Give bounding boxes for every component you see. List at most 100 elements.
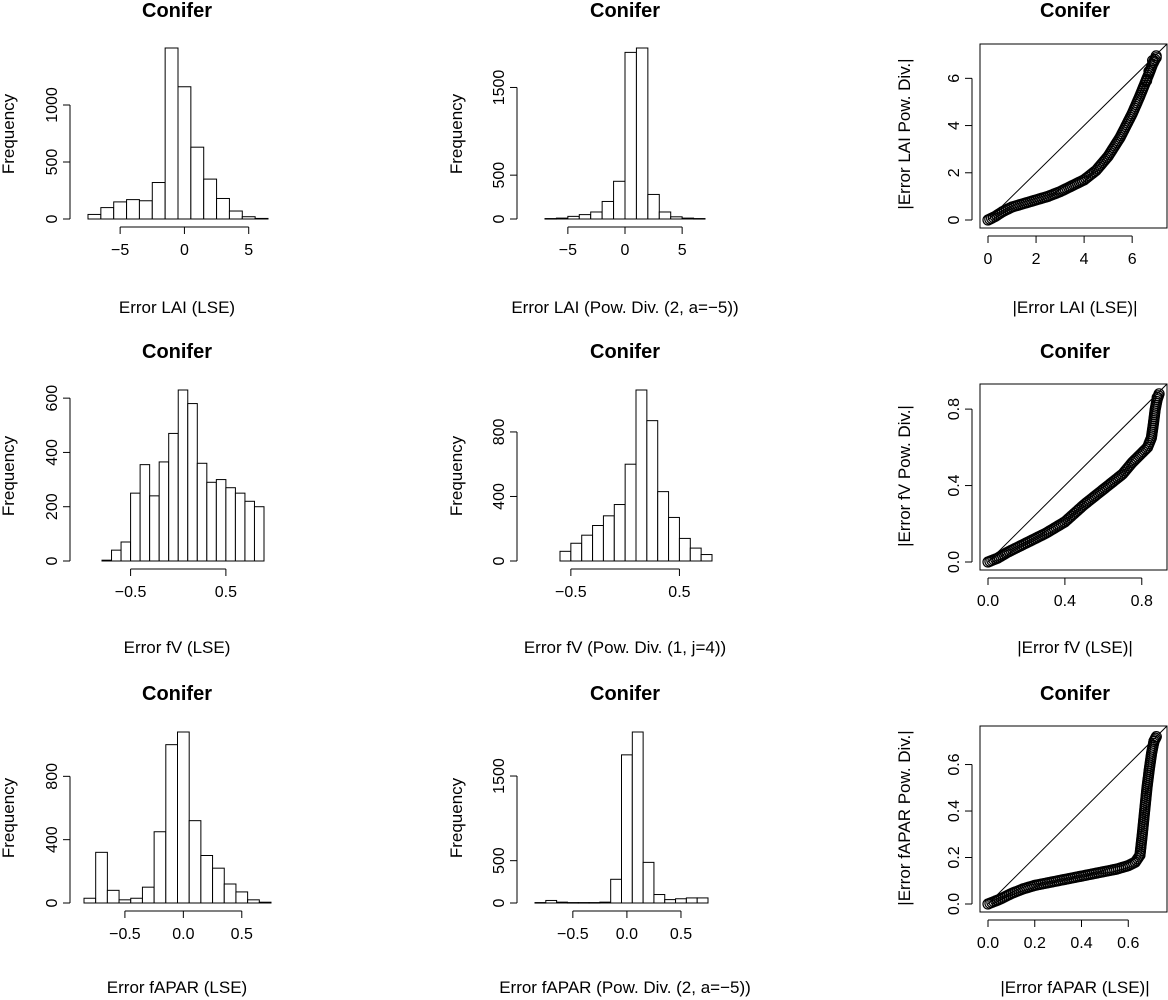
histogram-bar — [631, 731, 644, 904]
panel-r2c2-title: Conifer — [590, 341, 660, 363]
y-tick-label: 0.0 — [946, 893, 963, 915]
x-tick-label: 0.8 — [1131, 593, 1153, 610]
histogram-bar — [206, 481, 217, 562]
histogram-bar — [130, 492, 141, 562]
identity-line — [987, 43, 1168, 221]
y-tick-label: 400 — [44, 826, 61, 853]
histogram-bar — [613, 180, 626, 220]
histogram-bar — [244, 500, 255, 562]
panel-r3c2-xlabel: Error fAPAR (Pow. Div. (2, a=−5)) — [499, 978, 751, 997]
histogram-bar — [254, 217, 269, 220]
x-tick-label: 6 — [1128, 251, 1137, 268]
histogram-bar — [635, 47, 649, 220]
histogram-bar — [188, 820, 202, 904]
x-tick-label: 0.5 — [670, 926, 692, 943]
histogram-bar — [668, 516, 680, 562]
histogram-bar — [164, 47, 179, 220]
y-tick-label: 500 — [491, 847, 508, 874]
histogram-bar — [153, 831, 167, 904]
histogram-bar — [664, 899, 677, 904]
histogram-bar — [693, 218, 706, 220]
histogram-bar — [635, 389, 648, 562]
x-tick-label: 0.4 — [1054, 593, 1076, 610]
histogram-bar — [696, 897, 709, 904]
panel-r2c1-xlabel: Error fV (LSE) — [124, 638, 231, 657]
histogram-bar — [126, 199, 140, 220]
x-tick-label: 2 — [1032, 251, 1041, 268]
histogram-bar — [187, 403, 198, 562]
histogram-bar — [216, 197, 230, 220]
histogram-bar — [177, 731, 190, 904]
panel-r3c1-xlabel: Error fAPAR (LSE) — [107, 978, 247, 997]
y-tick-label: 0 — [491, 214, 508, 223]
y-tick-label: 0.0 — [946, 551, 963, 573]
panel-r3c2-ylabel: Frequency — [447, 777, 466, 858]
histogram-bar — [642, 861, 655, 904]
histogram-bar — [685, 897, 698, 904]
histogram-bar — [120, 541, 132, 562]
y-tick-label: 0 — [491, 898, 508, 907]
y-tick-label: 500 — [44, 149, 61, 176]
panel-r1c2-xlabel: Error LAI (Pow. Div. (2, a=−5)) — [511, 298, 738, 317]
histogram-bar — [566, 902, 579, 904]
y-tick-label: 0 — [44, 214, 61, 223]
histogram-bar — [247, 899, 260, 904]
y-tick-label: 0.8 — [946, 398, 963, 420]
histogram-bar — [578, 214, 592, 220]
histogram-bar — [253, 506, 265, 562]
histogram-bar — [100, 207, 115, 220]
data-point — [1134, 448, 1147, 461]
x-tick-label: 0.5 — [215, 584, 237, 601]
identity-line — [987, 725, 1168, 905]
histogram-bar — [590, 211, 603, 220]
histogram-bar — [151, 182, 166, 220]
histogram-bar — [601, 200, 615, 220]
histogram-bar — [111, 549, 122, 562]
panel-r1c1-title: Conifer — [142, 0, 212, 22]
panel-r1c1-xlabel: Error LAI (LSE) — [119, 298, 235, 317]
y-tick-label: 0 — [946, 215, 963, 224]
data-point — [1136, 447, 1148, 459]
histogram-bar — [613, 504, 626, 562]
x-tick-label: −5 — [111, 242, 129, 259]
panel-r1c2-ylabel: Frequency — [447, 93, 466, 174]
panel-r3c1-title: Conifer — [142, 683, 212, 705]
histogram-bar — [101, 559, 113, 562]
histogram-bar — [610, 878, 622, 904]
histogram-bar — [215, 479, 227, 562]
histogram-bar — [228, 210, 243, 220]
x-tick-label: 0.0 — [616, 926, 638, 943]
histogram-bar — [149, 495, 160, 562]
histogram-bar — [258, 901, 272, 904]
x-tick-label: 0.6 — [1117, 935, 1139, 952]
plot-frame — [979, 725, 1168, 913]
panel-r2c3-xlabel: |Error fV (LSE)| — [1017, 638, 1133, 657]
data-point — [1143, 65, 1155, 77]
x-tick-label: 0 — [984, 251, 993, 268]
histogram-bar — [139, 464, 151, 562]
x-tick-label: 0.2 — [1024, 935, 1046, 952]
panel-r2c1-ylabel: Frequency — [0, 435, 18, 516]
histogram-bar — [681, 217, 695, 220]
y-tick-label: 800 — [491, 418, 508, 445]
histogram-bar — [624, 463, 637, 562]
panel-r1c2-title: Conifer — [590, 0, 660, 22]
x-tick-label: −5 — [559, 242, 577, 259]
histogram-bar — [130, 897, 143, 904]
histogram-bar — [556, 901, 568, 904]
plot-frame — [979, 43, 1168, 229]
y-tick-label: 1000 — [44, 87, 61, 123]
histogram-bar — [581, 534, 594, 562]
y-tick-label: 4 — [946, 121, 963, 130]
data-point — [1153, 388, 1165, 400]
panel-r2c2-ylabel: Frequency — [447, 435, 466, 516]
y-tick-label: 6 — [946, 74, 963, 83]
histogram-bar — [657, 491, 670, 562]
y-tick-label: 2 — [946, 168, 963, 177]
histogram-bar — [168, 432, 179, 562]
x-tick-label: −0.5 — [115, 584, 147, 601]
y-tick-label: 400 — [44, 439, 61, 466]
data-point — [1132, 853, 1144, 865]
histogram-bar — [241, 216, 256, 220]
